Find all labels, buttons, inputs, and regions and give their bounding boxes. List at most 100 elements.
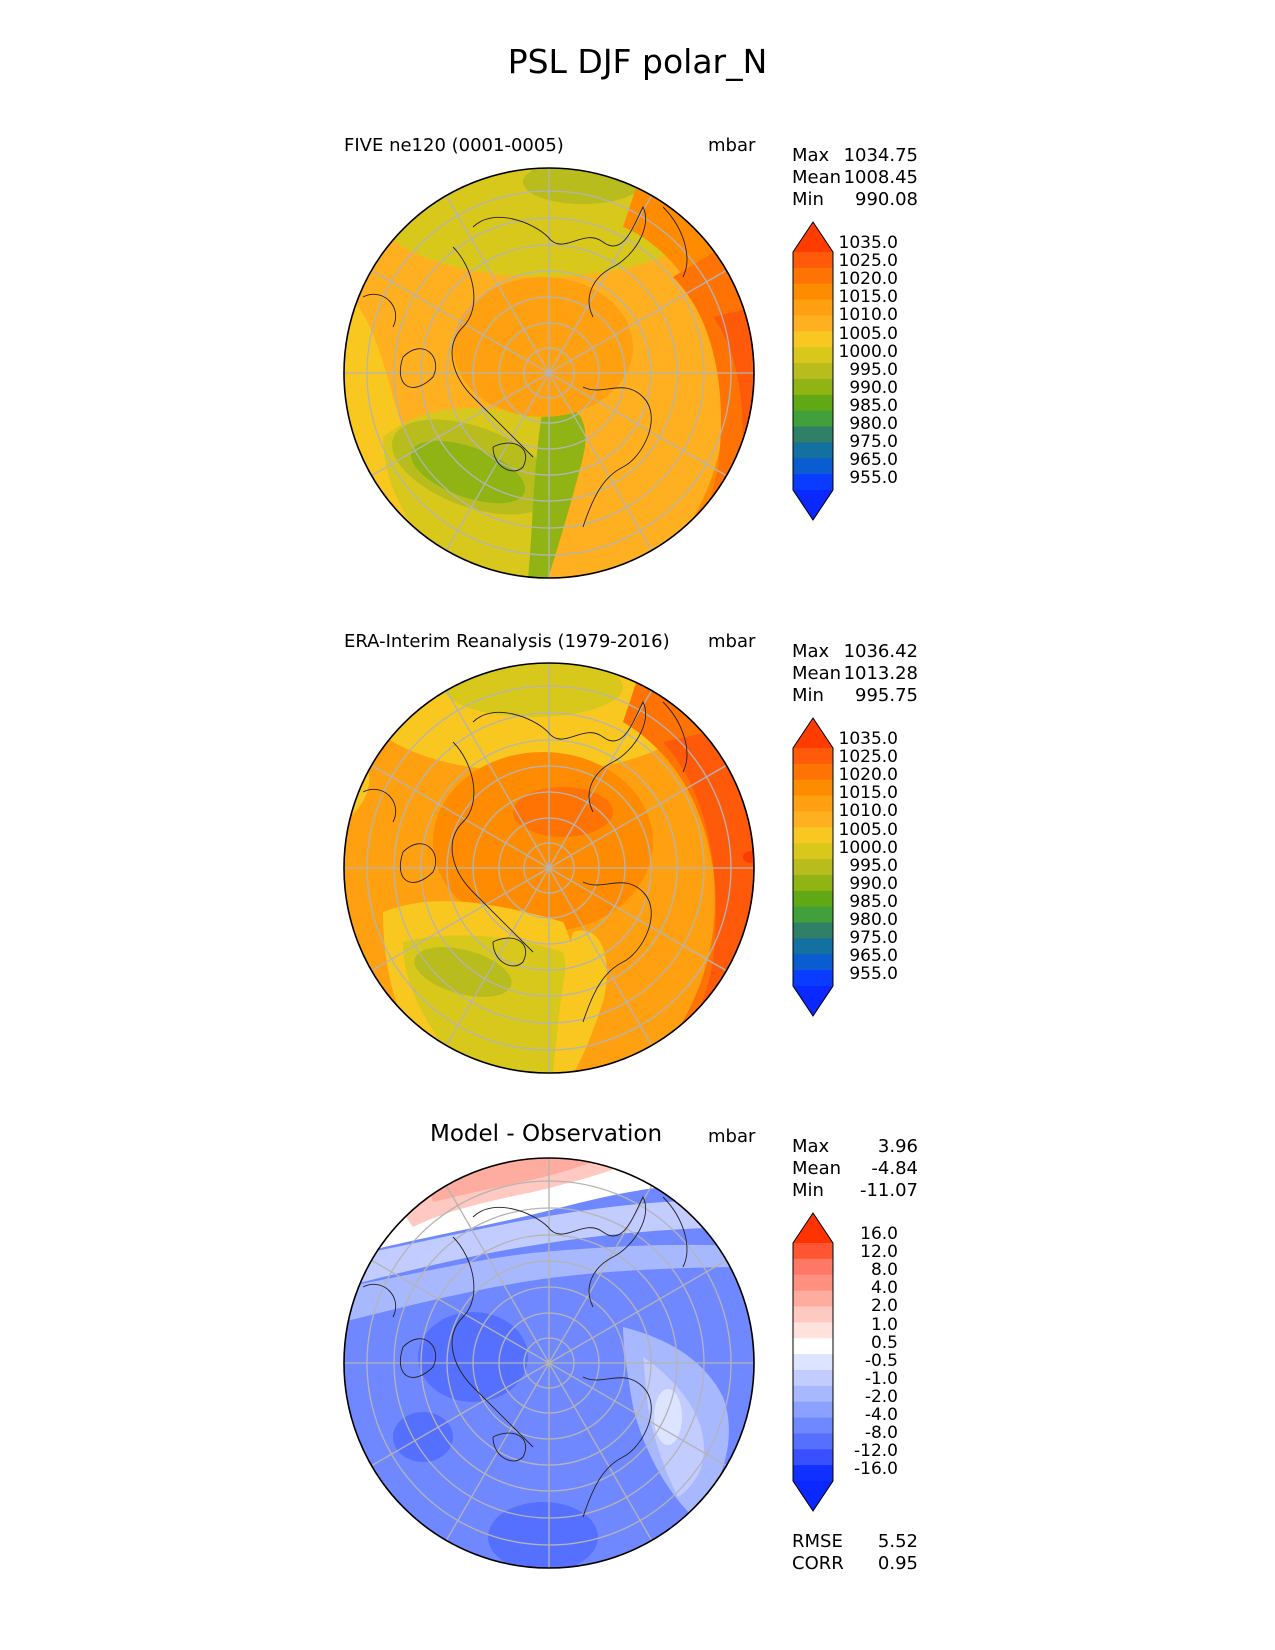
colorbar-tick-label: 12.0 xyxy=(860,1242,898,1263)
colorbar-segment xyxy=(793,426,833,443)
colorbar-tick-label: 995.0 xyxy=(849,359,898,380)
panel-1-min-label: Min xyxy=(792,189,824,210)
colorbar-outline xyxy=(792,221,834,521)
panel-2-mean-value: 1013.28 xyxy=(843,663,918,684)
colorbar-segment xyxy=(793,1417,833,1434)
colorbar-segment xyxy=(793,252,833,269)
panel-1-min-value: 990.08 xyxy=(855,189,918,210)
colorbar-segment xyxy=(793,331,833,348)
corr-label: CORR xyxy=(792,1553,844,1574)
colorbar-tick-label: 0.5 xyxy=(870,1332,898,1353)
colorbar-segment xyxy=(793,843,833,860)
colorbar-tick-label: 975.0 xyxy=(849,928,898,949)
colorbar-segment xyxy=(793,938,833,955)
colorbar-segment xyxy=(793,970,833,987)
figure-title: PSL DJF polar_N xyxy=(507,42,768,81)
colorbar-tick-label: -2.0 xyxy=(864,1386,898,1407)
panel-3-max-value: 3.96 xyxy=(877,1136,918,1157)
colorbar-segment xyxy=(793,1449,833,1466)
colorbar-segment xyxy=(793,1401,833,1419)
colorbar-tick-label: -16.0 xyxy=(854,1459,898,1480)
colorbar-segment xyxy=(793,410,833,428)
colorbar-segment xyxy=(793,922,833,939)
rmse-value: 5.52 xyxy=(877,1531,918,1552)
colorbar-segment xyxy=(793,458,833,475)
panel-3-min-label: Min xyxy=(792,1180,824,1201)
colorbar-segment xyxy=(793,795,833,812)
colorbar-segment xyxy=(793,1290,833,1307)
colorbar-tick-label: 1.0 xyxy=(870,1314,898,1335)
colorbar-tick-label: 985.0 xyxy=(849,395,898,416)
colorbar-segment xyxy=(793,1322,833,1339)
panel-1-map xyxy=(343,167,755,579)
colorbar-segment xyxy=(793,1369,833,1387)
colorbar-tick-label: 955.0 xyxy=(849,468,898,489)
colorbar-segment xyxy=(793,363,833,380)
colorbar-tick-label: 975.0 xyxy=(849,432,898,453)
colorbar-segment xyxy=(793,954,833,971)
panel-1-max-value: 1034.75 xyxy=(843,145,918,166)
panel-2-colorbar xyxy=(792,717,834,1017)
colorbar-segment xyxy=(793,1243,833,1260)
colorbar-tick-label: 1005.0 xyxy=(838,819,898,840)
panel-3-mean-label: Mean xyxy=(792,1158,842,1179)
corr-value: 0.95 xyxy=(877,1553,918,1574)
colorbar-segment xyxy=(793,827,833,844)
colorbar-tick-label: 985.0 xyxy=(849,891,898,912)
colorbar-segment xyxy=(793,394,833,412)
colorbar-tick-label: 1015.0 xyxy=(838,287,898,308)
colorbar-segment xyxy=(793,1354,833,1371)
colorbar-tick-label: 1000.0 xyxy=(838,837,898,858)
colorbar-segment xyxy=(793,474,833,491)
colorbar-tick-label: 955.0 xyxy=(849,964,898,985)
panel-2-min-label: Min xyxy=(792,685,824,706)
colorbar-extend-top xyxy=(793,1213,833,1243)
colorbar-tick-label: 990.0 xyxy=(849,377,898,398)
colorbar-segment xyxy=(793,763,833,781)
panel-2-map xyxy=(343,662,755,1074)
colorbar-segment xyxy=(793,315,833,332)
panel-1-mean-label: Mean xyxy=(792,167,842,188)
colorbar-segment xyxy=(793,1385,833,1403)
panel-3-units: mbar xyxy=(708,1126,756,1147)
colorbar-extend-bottom xyxy=(793,986,833,1016)
colorbar-tick-label: 2.0 xyxy=(870,1296,898,1317)
colorbar-tick-label: -12.0 xyxy=(854,1441,898,1462)
colorbar-segment xyxy=(793,748,833,765)
colorbar-tick-label: 1005.0 xyxy=(838,323,898,344)
colorbar-segment xyxy=(793,299,833,316)
colorbar-tick-label: 1020.0 xyxy=(838,269,898,290)
colorbar-extend-bottom xyxy=(793,1481,833,1511)
rmse-label: RMSE xyxy=(792,1531,843,1552)
colorbar-tick-label: 4.0 xyxy=(870,1278,898,1299)
colorbar-tick-label: 1015.0 xyxy=(838,783,898,804)
colorbar-tick-label: 965.0 xyxy=(849,450,898,471)
panel-2-label: ERA-Interim Reanalysis (1979-2016) xyxy=(344,631,670,652)
panel-1-label: FIVE ne120 (0001-0005) xyxy=(344,135,564,156)
colorbar-segment xyxy=(793,779,833,797)
colorbar-tick-label: 1010.0 xyxy=(838,305,898,326)
colorbar-extend-top xyxy=(793,718,833,748)
colorbar-segment xyxy=(793,347,833,364)
panel-2-max-label: Max xyxy=(792,641,830,662)
colorbar-segment xyxy=(793,442,833,459)
colorbar-segment xyxy=(793,1433,833,1450)
panel-3-map xyxy=(343,1157,755,1569)
colorbar-tick-label: 1020.0 xyxy=(838,765,898,786)
panel-2-max-value: 1036.42 xyxy=(843,641,918,662)
colorbar-segment xyxy=(793,1338,833,1355)
panel-2-mean-label: Mean xyxy=(792,663,842,684)
colorbar-tick-label: -0.5 xyxy=(864,1350,898,1371)
colorbar-segment xyxy=(793,874,833,892)
colorbar-tick-label: 965.0 xyxy=(849,946,898,967)
colorbar-tick-label: 995.0 xyxy=(849,855,898,876)
colorbar-segment xyxy=(793,811,833,828)
colorbar-extend-top xyxy=(793,222,833,252)
colorbar-tick-label: 8.0 xyxy=(870,1260,898,1281)
panel-3-max-label: Max xyxy=(792,1136,830,1157)
colorbar-segment xyxy=(793,859,833,876)
panel-2-units: mbar xyxy=(708,631,756,652)
colorbar-tick-label: 1025.0 xyxy=(838,747,898,768)
colorbar-tick-label: -4.0 xyxy=(864,1405,898,1425)
colorbar-tick-label: 980.0 xyxy=(849,910,898,930)
